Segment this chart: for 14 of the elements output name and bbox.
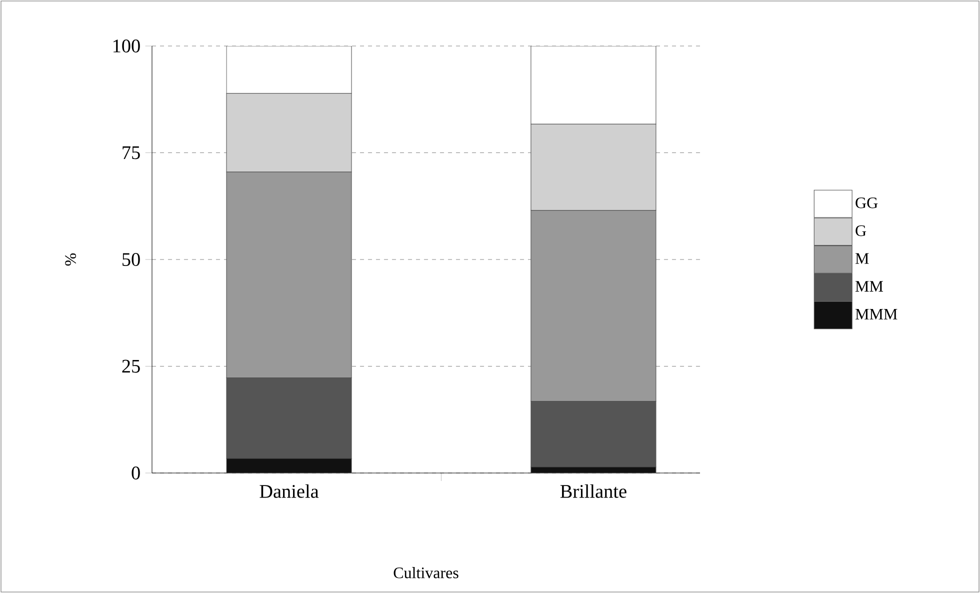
y-tick-label: 0 (132, 466, 140, 480)
y-tick-label: 25 (122, 360, 140, 373)
legend-label: MMM (855, 308, 898, 320)
y-axis-title: % (65, 253, 76, 266)
y-tick-label: 100 (114, 40, 140, 52)
legend-label: MM (855, 281, 883, 292)
legend-label: GG (856, 198, 878, 208)
legend-label: G (856, 225, 866, 236)
x-tick-label: Brillante (560, 484, 626, 498)
y-tick-label: 75 (122, 146, 140, 160)
x-axis-title: Cultivares (394, 567, 458, 578)
y-tick-label: 50 (122, 253, 140, 266)
legend-label: M (855, 253, 869, 264)
x-tick-label: Daniela (260, 484, 319, 498)
